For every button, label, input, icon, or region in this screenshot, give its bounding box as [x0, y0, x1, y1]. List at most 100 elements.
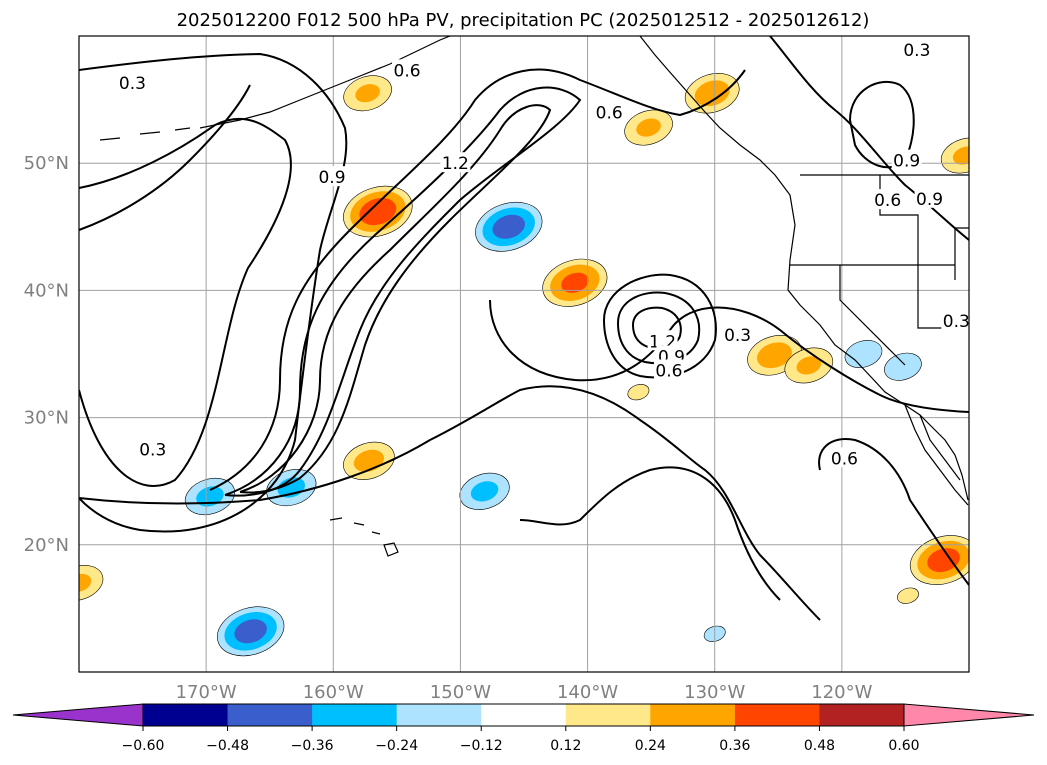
- precip-shade: [636, 118, 661, 137]
- contour-label-bg: [594, 101, 625, 122]
- contour-label-bg: [392, 59, 423, 80]
- pv-contour-0.3-jet: [79, 117, 292, 487]
- colorbar-segment: [143, 704, 229, 726]
- pv-contour-0.3-north: [79, 52, 348, 533]
- chart-title: 2025012200 F012 500 hPa PV, precipitatio…: [177, 10, 870, 31]
- precip-blob: [844, 340, 883, 368]
- colorbar-tick-label: −0.24: [375, 738, 418, 754]
- precip-shade: [355, 84, 380, 103]
- precip-shade: [561, 272, 589, 293]
- lon-tick-label: 160°W: [303, 682, 364, 703]
- precip-blob: [184, 477, 235, 516]
- contour-label: 0.6: [874, 191, 901, 211]
- contour-label-bg: [872, 189, 903, 210]
- precip-blob: [79, 565, 104, 601]
- contour-label: 0.3: [943, 312, 970, 332]
- colorbar-tick-label: 0.36: [719, 738, 750, 754]
- precip-shade: [234, 619, 267, 644]
- colorbar-tick-label: 0.60: [888, 738, 919, 754]
- contour-label-bg: [653, 359, 684, 380]
- lat-tick-label: 20°N: [24, 535, 69, 556]
- colorbar-tick-label: 0.24: [635, 738, 666, 754]
- precip-blob: [897, 587, 919, 604]
- contour-label-bg: [891, 149, 922, 170]
- contour-label: 1.2: [442, 154, 469, 174]
- colorbar-tick-label: 0.48: [804, 738, 835, 754]
- precip-shade: [470, 481, 499, 502]
- contour-label-bg: [941, 309, 969, 330]
- precip-blob: [343, 75, 392, 112]
- contour-label: 0.3: [139, 440, 166, 460]
- colorbar-segment: [650, 704, 736, 726]
- colorbar-extend-low: [12, 703, 144, 727]
- precip-blob: [884, 352, 922, 381]
- contour-label: 0.9: [318, 168, 345, 188]
- precip-blob: [684, 73, 740, 114]
- precip-shade: [79, 573, 92, 593]
- precipitation-layer: [79, 73, 969, 657]
- contour-label-bg: [829, 447, 860, 468]
- contour-label: 0.9: [893, 152, 920, 172]
- pv-contour-0.9-trough: [224, 86, 582, 497]
- graticule: [79, 36, 969, 672]
- precip-shade: [844, 340, 883, 368]
- lon-tick-label: 150°W: [430, 682, 491, 703]
- precip-blob: [217, 606, 285, 657]
- pv-contour-1.2-cutoff: [631, 306, 682, 350]
- precip-shade: [359, 197, 397, 226]
- pv-contour-0.3-subtropical: [79, 385, 821, 621]
- precip-blob: [459, 472, 510, 510]
- precip-shade: [897, 587, 919, 604]
- pv-contour-0.6-northwest: [79, 84, 251, 231]
- precip-blob: [475, 201, 543, 252]
- colorbar-frame: [142, 703, 905, 727]
- lat-tick-label: 40°N: [24, 280, 69, 301]
- contour-label: 0.3: [724, 326, 751, 346]
- contour-label-bg: [901, 38, 932, 59]
- state-borders: [790, 175, 969, 366]
- contour-label-bg: [722, 323, 753, 344]
- colorbar-tick-label: 0.12: [550, 738, 581, 754]
- alaska-peninsula-coastline: [199, 36, 451, 129]
- north-america-coastline: [639, 36, 969, 501]
- coastlines: [99, 36, 969, 557]
- lat-tick-label: 30°N: [24, 408, 69, 429]
- contour-label-bg: [440, 152, 471, 173]
- precip-shade: [79, 565, 104, 601]
- pv-contour-0.3-southeast: [519, 466, 781, 601]
- precip-shade: [796, 356, 822, 375]
- pv-contour-0.9-cutoff: [616, 291, 701, 365]
- lat-tick-label: 50°N: [24, 153, 69, 174]
- colorbar-tick-label: −0.60: [122, 738, 165, 754]
- pv-contours: [79, 36, 969, 621]
- pv-contour-0.9-east: [848, 80, 915, 169]
- precip-shade: [627, 384, 650, 401]
- contour-label: 0.6: [655, 362, 682, 382]
- pv-contour-0.6-trough: [209, 68, 746, 491]
- precip-blob: [624, 109, 673, 146]
- map-frame: [78, 35, 970, 673]
- aleutian-islands-coastline: [99, 127, 191, 141]
- pv-contour-0.3-cutoff: [489, 299, 969, 413]
- precip-shade: [196, 486, 224, 507]
- precip-blob: [343, 185, 413, 238]
- colorbar-segment: [819, 704, 905, 726]
- contour-labels: 0.30.60.60.30.91.2 0.90.6 0.90.30.31.20.90…: [117, 38, 970, 469]
- colorbar-tick-label: −0.48: [206, 738, 249, 754]
- contour-label: 0.6: [831, 449, 858, 469]
- contour-label-bg: [317, 166, 348, 187]
- contour-label-bg: [647, 330, 678, 351]
- colorbar-segment: [734, 704, 820, 726]
- lon-tick-label: 130°W: [684, 682, 745, 703]
- axis-ticks: 170°W 160°W 150°W 140°W 130°W 120°W 50°N 40°N 30…: [24, 153, 873, 703]
- contour-label-bg: [914, 187, 945, 208]
- colorbar-segment: [312, 704, 398, 726]
- contour-label: 0.6: [394, 61, 421, 81]
- colorbar-segment: [396, 704, 482, 726]
- precip-blob: [627, 384, 650, 401]
- precip-shade: [952, 146, 969, 165]
- pv-contour-0.6-baja: [818, 438, 969, 586]
- pv-contour-0.6-east: [769, 36, 969, 241]
- colorbar-segment: [481, 704, 567, 726]
